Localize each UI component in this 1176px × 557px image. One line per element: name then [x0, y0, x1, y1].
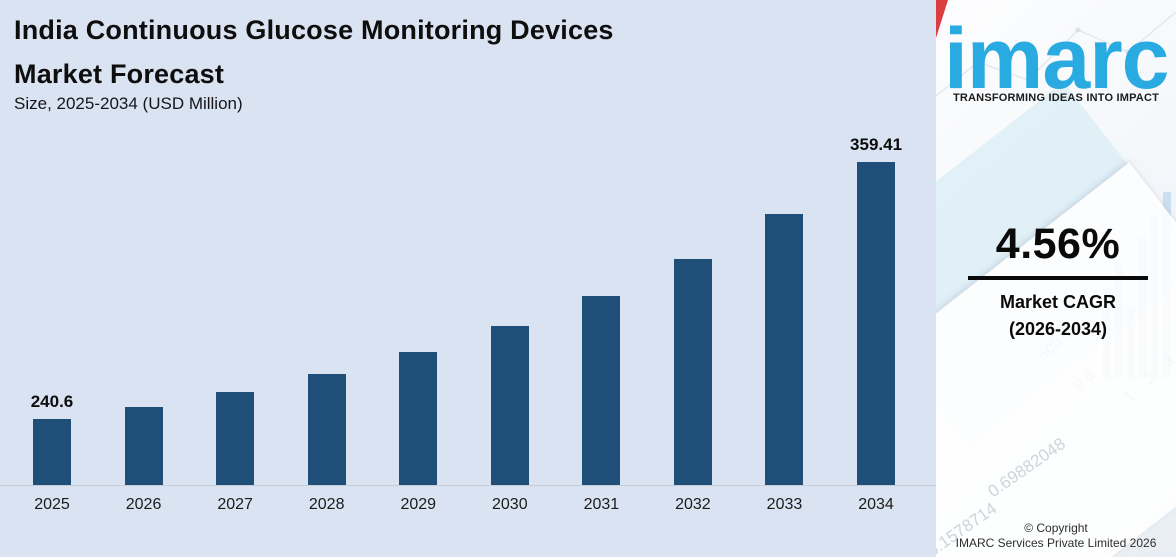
x-axis-label-2026: 2026 — [125, 496, 162, 513]
bar-2028 — [307, 374, 346, 485]
cagr-block: 4.56% Market CAGR (2026-2034) — [952, 220, 1164, 340]
ribbon-accent — [936, 0, 948, 38]
watermark-axis-value-0: 0.0 — [1070, 367, 1098, 394]
cagr-divider — [968, 276, 1148, 280]
x-axis-label-2031: 2031 — [583, 496, 620, 513]
bar-2034 — [857, 162, 896, 485]
bar-2029 — [399, 352, 438, 485]
x-axis-label-2028: 2028 — [308, 496, 345, 513]
copyright-line-1: © Copyright — [1024, 521, 1088, 535]
x-axis-label-2030: 2030 — [492, 496, 528, 513]
watermark-number-1: 0.69882048 — [984, 434, 1069, 502]
x-axis-line — [0, 485, 936, 486]
bar-chart: 240.6 2025 2026 2027 2028 2029 2030 2031 2032 203… — [0, 135, 936, 513]
watermark-axis-ticks: 1 2 3 — [1121, 347, 1176, 406]
bar-2031 — [582, 296, 621, 485]
bar-2032 — [673, 259, 712, 485]
bar-value-label-2025: 240.6 — [30, 392, 74, 411]
cagr-label-line-2: (2026-2034) — [1008, 319, 1108, 339]
x-axis-label-2033: 2033 — [766, 496, 803, 513]
page-title: India Continuous Glucose Monitoring Devi… — [14, 8, 894, 96]
bar-value-label-2034: 359.41 — [850, 135, 903, 154]
bar-2026 — [124, 407, 163, 485]
bar-2033 — [765, 214, 804, 485]
title-line-1: India Continuous Glucose Monitoring Devi… — [14, 15, 614, 45]
bar-2027 — [216, 392, 255, 485]
x-axis-label-2034: 2034 — [858, 496, 894, 513]
sidebar: 500.0 0.0 1 2 3 0.69882048 0.1578714 ima… — [936, 0, 1176, 557]
x-axis-label-2029: 2029 — [400, 496, 437, 513]
imarc-logo-text: imarc — [944, 11, 1169, 107]
cagr-label-line-1: Market CAGR — [999, 292, 1117, 312]
bar-2030 — [490, 326, 529, 485]
copyright: © Copyright IMARC Services Private Limit… — [936, 521, 1176, 551]
bar-2025 — [33, 419, 71, 485]
copyright-line-2: IMARC Services Private Limited 2026 — [955, 536, 1157, 550]
logo-tagline: TRANSFORMING IDEAS INTO IMPACT — [952, 92, 1160, 104]
x-axis-label-2027: 2027 — [217, 496, 253, 513]
x-axis-label-2032: 2032 — [675, 496, 711, 513]
cagr-value: 4.56% — [995, 220, 1121, 268]
x-axis-label-2025: 2025 — [34, 496, 70, 513]
chart-panel: India Continuous Glucose Monitoring Devi… — [0, 8, 936, 513]
chart-subtitle: Size, 2025-2034 (USD Million) — [14, 94, 243, 113]
title-line-2: Market Forecast — [14, 59, 225, 89]
